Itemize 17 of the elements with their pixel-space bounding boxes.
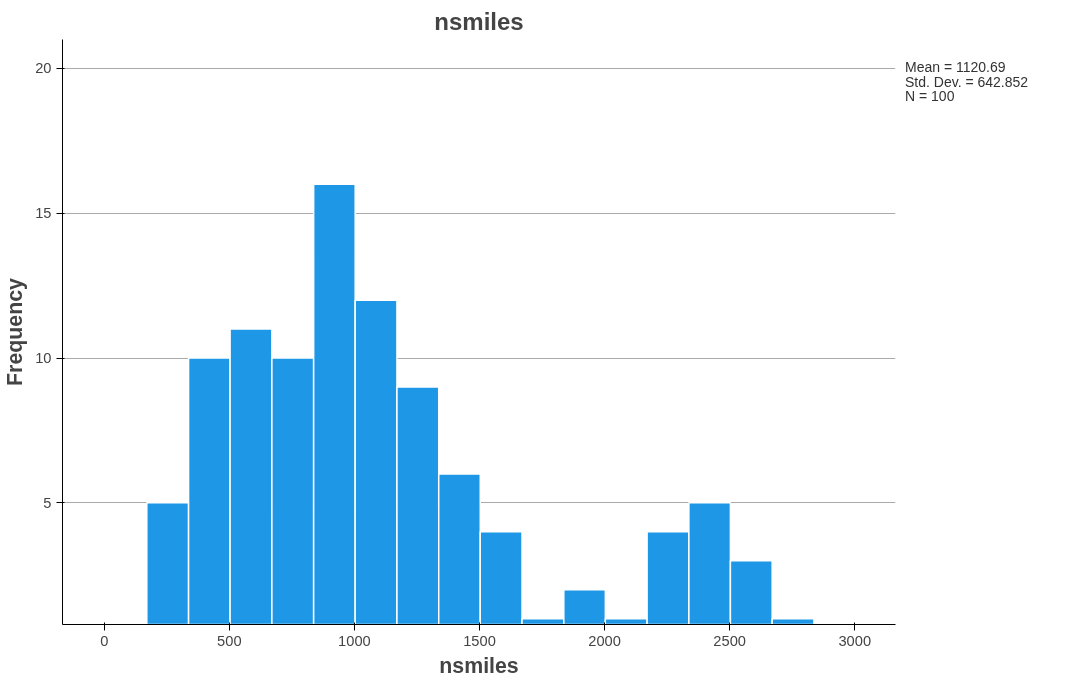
- text: Mean = 1120.69: [905, 59, 1006, 75]
- y-tick-label: 5: [43, 494, 52, 511]
- x-tick-label: 1500: [463, 632, 496, 649]
- y-axis-title: Frequency: [3, 277, 28, 386]
- y-tick-label: 15: [35, 205, 52, 222]
- x-tick-label: 2000: [588, 632, 621, 649]
- x-tick-label: 1000: [338, 632, 371, 649]
- text: Std. Dev. = 642.852: [905, 73, 1029, 90]
- y-tick-label: 20: [35, 60, 52, 77]
- chart-title: nsmiles: [434, 7, 524, 35]
- x-tick-label: 3000: [838, 632, 872, 649]
- text: N = 100: [905, 88, 955, 105]
- x-tick-label: 500: [217, 632, 242, 649]
- x-tick-label: 2500: [713, 632, 746, 649]
- x-tick-label: 0: [100, 632, 109, 649]
- y-tick-label: 10: [35, 350, 52, 367]
- x-axis-title: nsmiles: [439, 653, 519, 678]
